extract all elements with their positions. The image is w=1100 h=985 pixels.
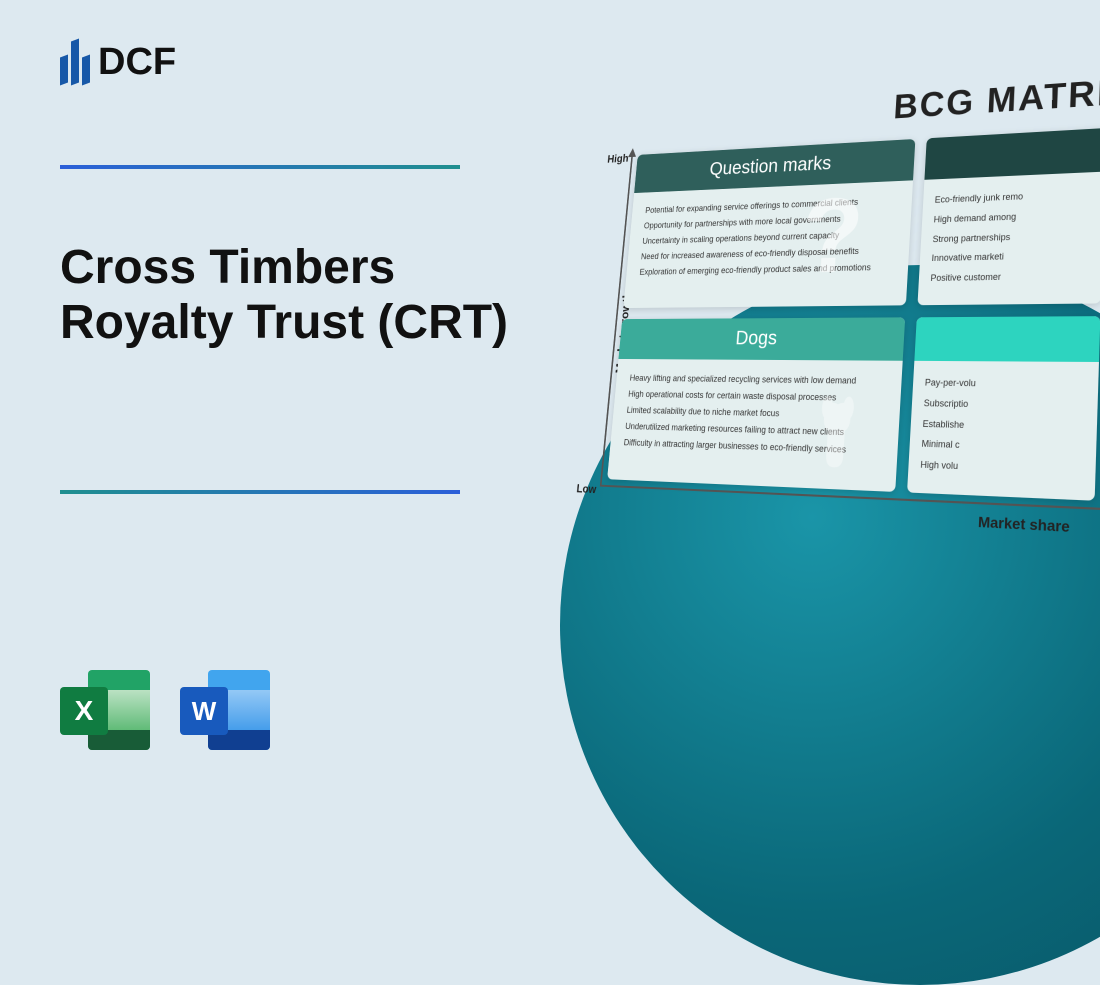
list-item: High volu <box>920 455 1087 482</box>
y-axis-low-label: Low <box>576 482 597 496</box>
x-axis-label: Market share <box>978 513 1070 535</box>
excel-letter: X <box>60 687 108 735</box>
y-axis-high-label: High <box>607 152 629 165</box>
excel-icon: X <box>60 665 150 755</box>
file-icons-row: X W <box>60 665 270 755</box>
brand-logo: DCF <box>60 40 176 84</box>
quadrant-body: Heavy lifting and specialized recycling … <box>608 359 902 478</box>
list-item: Positive customer <box>930 266 1094 289</box>
divider-top <box>60 165 460 169</box>
quadrant-body: Eco-friendly junk remo High demand among… <box>917 172 1100 306</box>
divider-bottom <box>60 490 460 494</box>
logo-icon <box>60 40 90 84</box>
list-item: Subscriptio <box>923 394 1089 418</box>
logo-text: DCF <box>98 41 176 84</box>
matrix-container: High Low Market growth Market share Ques… <box>563 126 1100 548</box>
word-letter: W <box>180 687 228 735</box>
page-title: Cross Timbers Royalty Trust (CRT) <box>60 240 560 350</box>
list-item: Pay-per-volu <box>924 373 1090 396</box>
quadrant-body: Potential for expanding service offering… <box>624 180 913 295</box>
bcg-matrix: BCG MATRIX High Low Market growth Market… <box>563 69 1100 548</box>
quadrant-stars: Eco-friendly junk remo High demand among… <box>917 128 1100 305</box>
word-icon: W <box>180 665 270 755</box>
matrix-grid: Question marks ? Potential for expanding… <box>607 126 1100 503</box>
quadrant-dogs: Dogs Heavy lifting and specialized recyc… <box>607 317 905 492</box>
quadrant-cash-cows: Pay-per-volu Subscriptio Establishe Mini… <box>907 316 1100 501</box>
quadrant-body: Pay-per-volu Subscriptio Establishe Mini… <box>907 361 1099 501</box>
quadrant-header: Dogs <box>618 317 905 360</box>
quadrant-question-marks: Question marks ? Potential for expanding… <box>623 139 915 308</box>
quadrant-header <box>914 316 1100 362</box>
